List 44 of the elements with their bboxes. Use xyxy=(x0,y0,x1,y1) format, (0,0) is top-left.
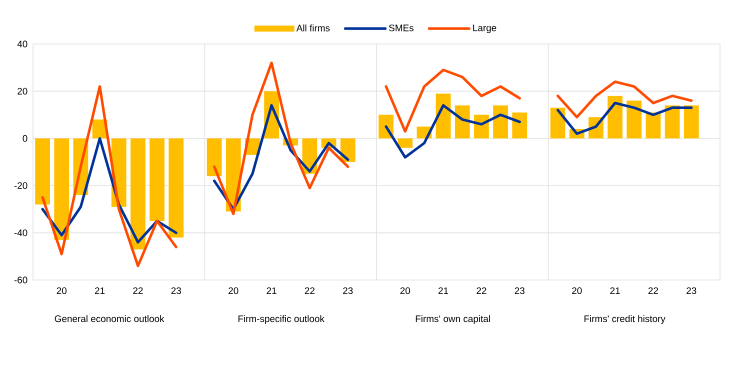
y-tick-label: 0 xyxy=(22,135,28,142)
y-tick-label: -20 xyxy=(14,182,28,189)
x-tick-label: 22 xyxy=(304,287,315,294)
x-tick-label: 21 xyxy=(610,287,620,294)
x-tick-label: 20 xyxy=(56,287,67,294)
x-tick-label: 20 xyxy=(228,287,238,294)
x-tick-label: 21 xyxy=(95,287,105,294)
x-tick-label: 22 xyxy=(648,287,658,294)
x-tick-label: 22 xyxy=(476,287,486,294)
bar xyxy=(608,96,622,138)
x-tick-label: 20 xyxy=(400,287,410,294)
bar xyxy=(550,108,566,138)
legend-label: Large xyxy=(473,24,496,34)
x-tick-label: 21 xyxy=(438,287,448,294)
bar xyxy=(150,138,164,221)
x-tick-label: 23 xyxy=(686,287,696,294)
text: General economic outlook xyxy=(54,315,164,322)
x-tick-label: 22 xyxy=(133,287,143,294)
x-tick-label: 20 xyxy=(572,287,582,294)
bar xyxy=(54,138,70,240)
text: Firms' credit history xyxy=(584,315,666,324)
bar xyxy=(168,138,184,238)
bar xyxy=(684,105,699,138)
y-tick-label: -40 xyxy=(14,229,28,236)
bar xyxy=(512,112,528,138)
x-tick-label: 21 xyxy=(266,287,276,294)
bar xyxy=(664,105,680,138)
legend-label: SMEs xyxy=(389,24,414,32)
x-tick-label: 23 xyxy=(171,287,181,294)
text: Firm-specific outlook xyxy=(238,315,324,324)
bar xyxy=(493,105,508,138)
y-tick-label: -60 xyxy=(14,276,28,284)
text: Firms' own capital xyxy=(416,315,490,324)
x-tick-label: 23 xyxy=(514,287,524,294)
bar xyxy=(454,105,470,138)
y-tick-label: 40 xyxy=(17,40,28,48)
bar xyxy=(35,138,50,204)
bar xyxy=(130,138,146,250)
legend-label: All firms xyxy=(296,24,330,32)
x-tick-label: 23 xyxy=(343,287,353,294)
bar xyxy=(206,138,222,176)
y-tick-label: 20 xyxy=(18,88,28,95)
bar xyxy=(626,100,642,138)
bar xyxy=(398,138,413,148)
